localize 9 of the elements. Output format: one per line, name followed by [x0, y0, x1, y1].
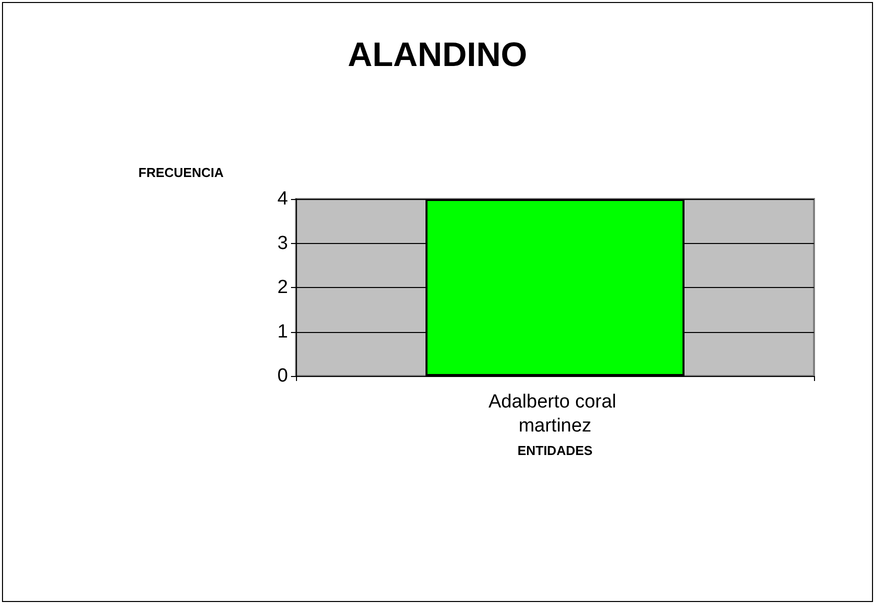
y-tick-label: 1	[277, 321, 288, 342]
y-axis-title: FRECUENCIA	[138, 165, 224, 180]
y-tick-label: 4	[277, 188, 288, 210]
x-tick-label: Adalberto coral martinez	[488, 392, 622, 436]
x-axis-title: ENTIDADES	[517, 443, 593, 458]
chart-title: ALANDINO	[348, 36, 528, 74]
y-tick-label: 2	[277, 277, 288, 298]
y-tick-label: 3	[277, 232, 288, 254]
y-tick-label: 0	[277, 366, 288, 386]
